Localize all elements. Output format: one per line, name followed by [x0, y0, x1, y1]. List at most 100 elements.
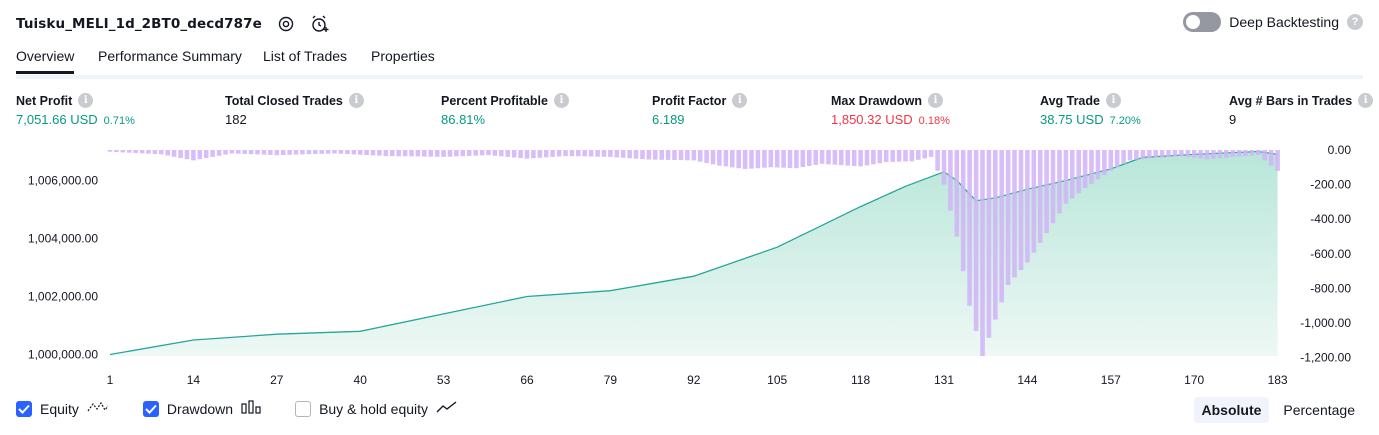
drawdown-bar	[325, 150, 331, 154]
drawdown-bar	[415, 150, 421, 157]
drawdown-bar	[537, 150, 543, 158]
legend-drawdown[interactable]: Drawdown	[142, 400, 261, 417]
drawdown-bar	[223, 150, 228, 155]
drawdown-bar	[133, 150, 138, 153]
drawdown-bar	[691, 150, 697, 161]
metric-max-drawdown: Max Drawdown i 1,850.32 USD 0.18%	[831, 93, 950, 127]
tab-performance-summary[interactable]: Performance Summary	[98, 48, 242, 64]
drawdown-bar	[1089, 150, 1094, 184]
drawdown-bar	[1185, 150, 1191, 157]
tab-bar: Overview Performance Summary List of Tra…	[16, 42, 1363, 79]
drawdown-bar	[126, 150, 132, 153]
drawdown-bar	[999, 150, 1004, 303]
info-icon[interactable]: i	[732, 93, 748, 108]
x-axis-tick: 1	[107, 373, 114, 387]
drawdown-bar	[434, 150, 440, 157]
drawdown-bar	[608, 150, 613, 157]
drawdown-bar	[216, 150, 222, 156]
deep-backtesting-toggle[interactable]	[1183, 12, 1222, 32]
metric-label: Net Profit	[16, 93, 73, 108]
info-icon[interactable]: i	[1105, 93, 1121, 108]
x-axis-tick: 53	[437, 373, 451, 387]
drawdown-bar	[896, 150, 902, 162]
legend-equity[interactable]: Equity	[16, 400, 109, 417]
strategy-title: Tuisku_MELI_1d_2BT0_decd787e	[16, 16, 262, 32]
drawdown-bar	[819, 150, 825, 164]
drawdown-bar	[845, 150, 851, 166]
legend-buy-hold[interactable]: Buy & hold equity	[295, 400, 458, 417]
drawdown-bar	[178, 150, 183, 158]
drawdown-bar	[922, 150, 927, 159]
drawdown-bar	[293, 150, 299, 155]
drawdown-bar	[1204, 150, 1210, 160]
info-icon[interactable]: i	[348, 93, 364, 108]
drawdown-bar	[396, 150, 401, 157]
right-axis-tick: -1,200.00	[1300, 351, 1351, 365]
buy-hold-checkbox[interactable]	[295, 400, 312, 417]
equity-chart[interactable]: 1,000,000.00 1,002,000.00 1,004,000.00 1,00…	[0, 140, 1379, 390]
metric-label: Total Closed Trades	[225, 93, 343, 108]
drawdown-bar	[883, 150, 889, 163]
help-icon[interactable]: ?	[1347, 14, 1363, 30]
drawdown-checkbox[interactable]	[142, 400, 159, 417]
x-axis-tick: 118	[851, 373, 870, 387]
drawdown-bar	[858, 150, 863, 167]
tab-overview[interactable]: Overview	[16, 48, 75, 74]
x-axis-tick: 27	[270, 373, 284, 387]
drawdown-bar	[742, 150, 748, 169]
right-axis-tick: -1,000.00	[1300, 316, 1351, 330]
drawdown-bar	[261, 150, 267, 155]
drawdown-bar	[986, 150, 992, 338]
drawdown-bar	[1095, 150, 1101, 180]
drawdown-bar	[191, 150, 196, 161]
metric-sub: 7.20%	[1109, 115, 1141, 127]
drawdown-bar	[402, 150, 408, 157]
absolute-button[interactable]: Absolute	[1193, 397, 1270, 423]
drawdown-bar	[1031, 150, 1037, 253]
metric-value: 38.75 USD	[1040, 112, 1104, 127]
info-icon[interactable]: i	[78, 93, 94, 108]
x-axis-tick: 183	[1268, 373, 1288, 387]
drawdown-bar	[152, 150, 158, 154]
x-axis-tick: 105	[767, 373, 787, 387]
drawdown-bar	[749, 150, 754, 169]
x-axis-tick: 66	[520, 373, 534, 387]
tab-properties[interactable]: Properties	[371, 48, 435, 64]
drawdown-bar	[1057, 150, 1062, 214]
drawdown-bar	[492, 150, 498, 156]
drawdown-bar	[800, 150, 806, 168]
info-icon[interactable]: i	[1358, 93, 1374, 108]
drawdown-bar	[1172, 150, 1178, 157]
metric-label: Profit Factor	[652, 93, 727, 108]
metric-avg-bars: Avg # Bars in Trades i 9	[1229, 93, 1374, 127]
drawdown-bar	[569, 150, 575, 157]
metric-avg-trade: Avg Trade i 38.75 USD 7.20%	[1040, 93, 1141, 127]
drawdown-bar	[954, 150, 960, 237]
drawdown-bar	[1140, 150, 1146, 160]
drawdown-bar	[1217, 150, 1223, 159]
percentage-button[interactable]: Percentage	[1283, 402, 1355, 418]
metric-value: 1,850.32 USD	[831, 112, 913, 127]
drawdown-bar	[665, 150, 671, 160]
info-icon[interactable]: i	[928, 93, 943, 108]
drawdown-bar	[588, 150, 594, 157]
drawdown-bar	[576, 150, 581, 157]
drawdown-bar	[1159, 150, 1165, 158]
drawdown-bar	[345, 150, 350, 155]
drawdown-bar	[1191, 150, 1197, 158]
equity-checkbox[interactable]	[16, 400, 32, 417]
drawdown-bar	[518, 150, 523, 159]
settings-icon[interactable]	[276, 14, 296, 34]
x-axis-tick: 144	[1017, 373, 1037, 387]
deep-backtesting-label: Deep Backtesting	[1229, 14, 1339, 30]
drawdown-bar	[479, 150, 485, 156]
metric-value: 182	[225, 112, 247, 127]
info-icon[interactable]: i	[553, 93, 569, 108]
drawdown-bar	[864, 150, 870, 166]
add-alert-icon[interactable]	[310, 14, 330, 34]
report-header: Tuisku_MELI_1d_2BT0_decd787e	[16, 10, 330, 38]
drawdown-bar	[659, 150, 664, 160]
drawdown-bar	[697, 150, 703, 162]
tab-list-of-trades[interactable]: List of Trades	[263, 48, 348, 64]
drawdown-bar	[1166, 150, 1171, 157]
